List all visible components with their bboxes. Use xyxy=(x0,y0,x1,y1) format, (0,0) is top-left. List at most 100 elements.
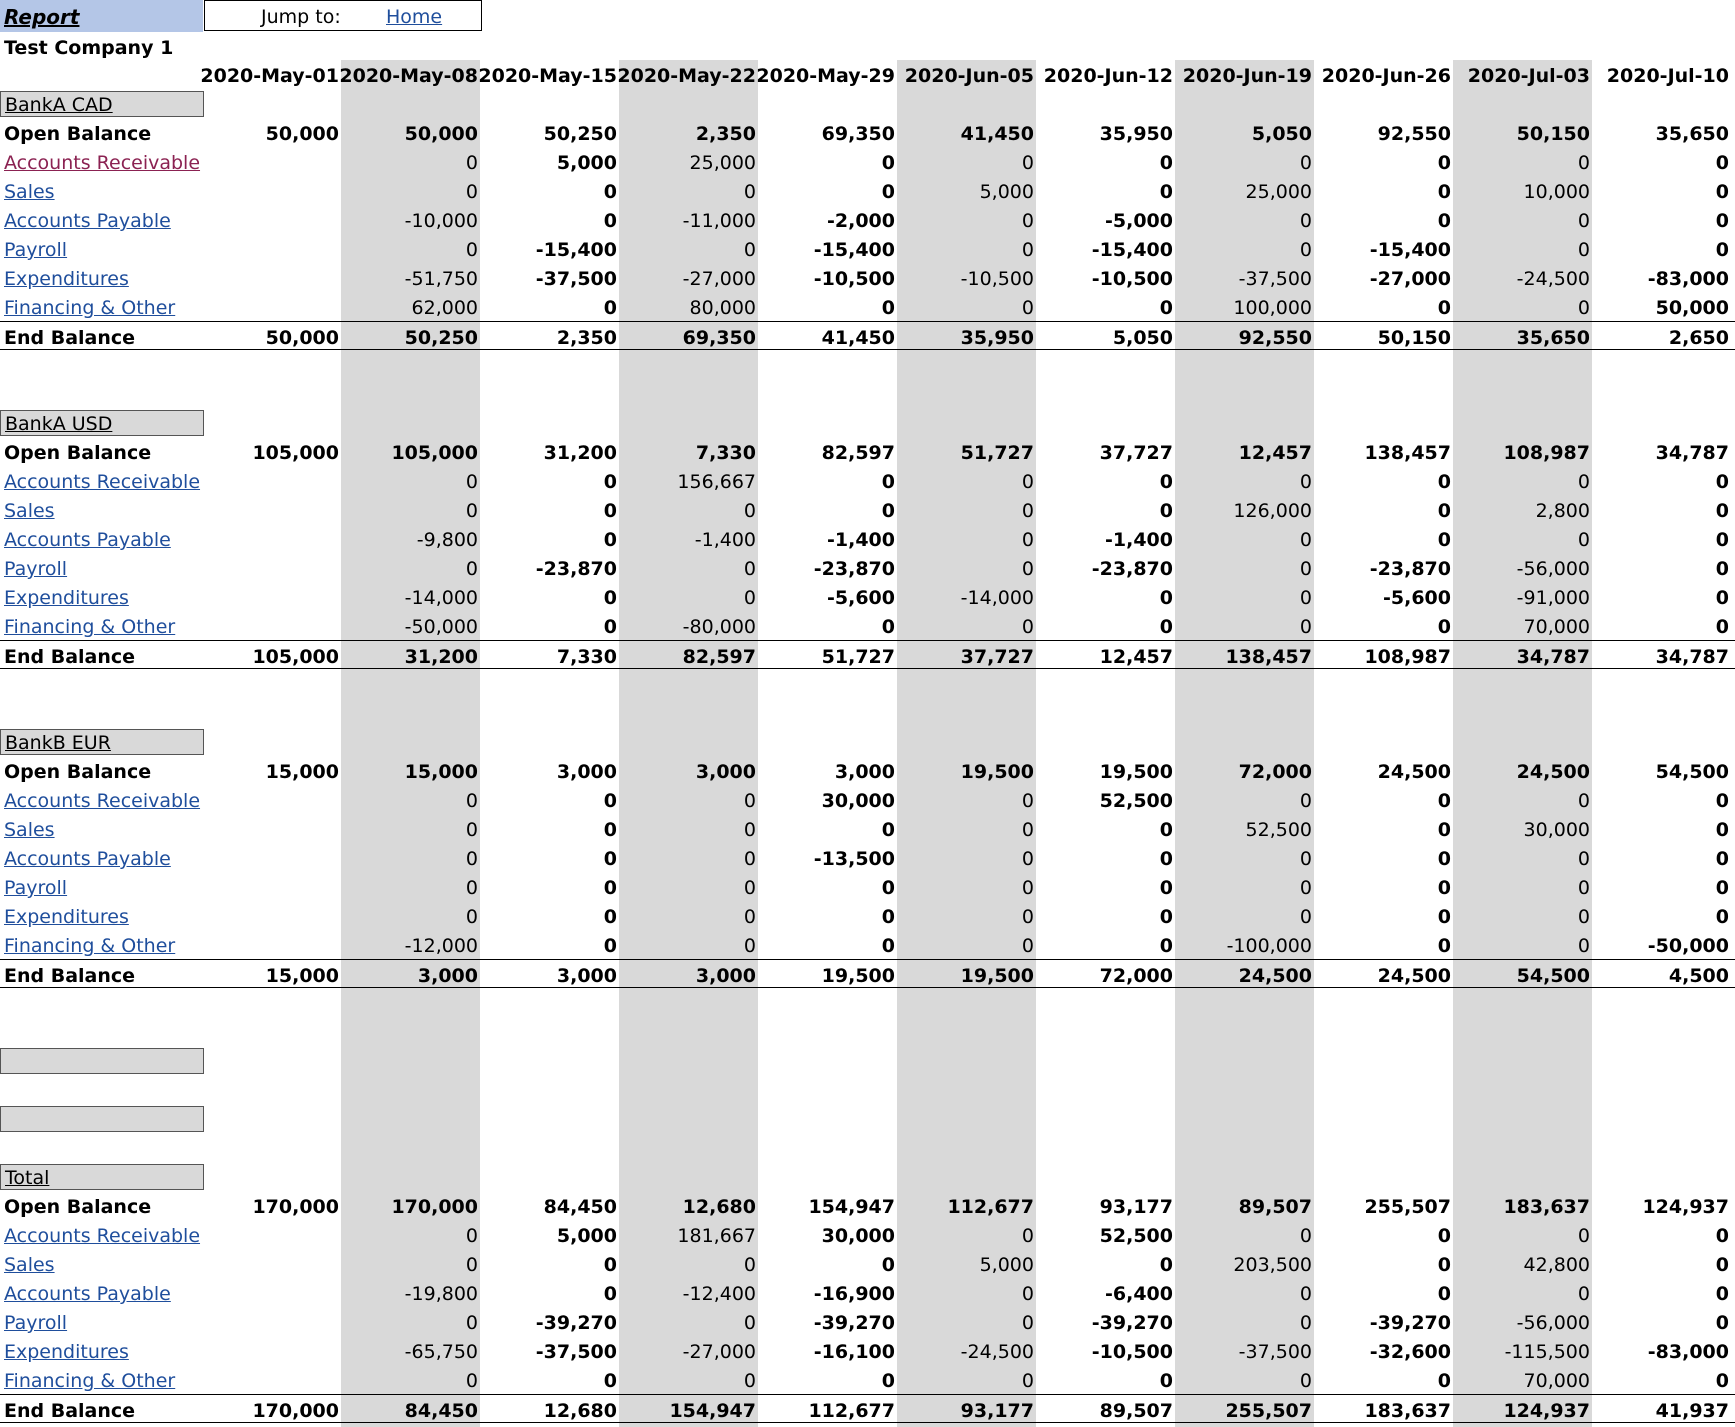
value-cell[interactable]: 3,000 xyxy=(556,965,617,987)
value-cell[interactable]: 37,727 xyxy=(960,646,1034,668)
row-label[interactable]: Payroll xyxy=(4,558,68,580)
value-cell[interactable]: 0 xyxy=(1159,906,1173,928)
value-cell[interactable]: 3,000 xyxy=(417,965,478,987)
value-cell[interactable]: -15,400 xyxy=(1091,239,1173,261)
value-cell[interactable]: 0 xyxy=(1577,790,1590,812)
value-cell[interactable]: 126,000 xyxy=(1233,500,1312,522)
value-cell[interactable]: 70,000 xyxy=(1523,616,1590,638)
value-cell[interactable]: 105,000 xyxy=(252,442,339,464)
row-label[interactable]: Sales xyxy=(4,819,55,841)
value-cell[interactable]: 181,667 xyxy=(677,1225,756,1247)
value-cell[interactable]: 0 xyxy=(465,1370,478,1392)
value-cell[interactable]: 93,177 xyxy=(960,1400,1034,1422)
value-cell[interactable]: 0 xyxy=(1299,239,1312,261)
value-cell[interactable]: -37,500 xyxy=(1238,268,1312,290)
value-cell[interactable]: 0 xyxy=(1159,500,1173,522)
value-cell[interactable]: 0 xyxy=(1577,471,1590,493)
value-cell[interactable]: 108,987 xyxy=(1503,442,1590,464)
value-cell[interactable]: 5,000 xyxy=(979,1254,1034,1276)
row-label[interactable]: Expenditures xyxy=(4,587,129,609)
date-header[interactable]: 2020-Jun-05 xyxy=(904,65,1034,87)
value-cell[interactable]: 112,677 xyxy=(808,1400,895,1422)
value-cell[interactable]: 0 xyxy=(465,152,478,174)
value-cell[interactable]: 0 xyxy=(1437,1225,1451,1247)
value-cell[interactable]: -14,000 xyxy=(960,587,1034,609)
value-cell[interactable]: 0 xyxy=(1159,1370,1173,1392)
value-cell[interactable]: 0 xyxy=(881,819,895,841)
value-cell[interactable]: 15,000 xyxy=(265,761,339,783)
value-cell[interactable]: 0 xyxy=(881,1370,895,1392)
value-cell[interactable]: 0 xyxy=(1577,1283,1590,1305)
value-cell[interactable]: 62,000 xyxy=(411,297,478,319)
value-cell[interactable]: 105,000 xyxy=(391,442,478,464)
value-cell[interactable]: 0 xyxy=(1437,471,1451,493)
value-cell[interactable]: 0 xyxy=(1437,848,1451,870)
value-cell[interactable]: 30,000 xyxy=(821,1225,895,1247)
value-cell[interactable]: 170,000 xyxy=(252,1400,339,1422)
value-cell[interactable]: 0 xyxy=(1577,848,1590,870)
value-cell[interactable]: 42,800 xyxy=(1523,1254,1590,1276)
value-cell[interactable]: 138,457 xyxy=(1225,646,1312,668)
date-header[interactable]: 2020-Jul-03 xyxy=(1467,65,1590,87)
value-cell[interactable]: 0 xyxy=(1021,848,1034,870)
value-cell[interactable]: -15,400 xyxy=(535,239,617,261)
value-cell[interactable]: 0 xyxy=(743,848,756,870)
row-label[interactable]: Accounts Receivable xyxy=(4,1225,201,1247)
value-cell[interactable]: 0 xyxy=(1299,790,1312,812)
value-cell[interactable]: 0 xyxy=(1299,529,1312,551)
value-cell[interactable]: 50,000 xyxy=(265,123,339,145)
value-cell[interactable]: 0 xyxy=(1021,819,1034,841)
value-cell[interactable]: 5,000 xyxy=(556,1225,617,1247)
value-cell[interactable]: 0 xyxy=(603,471,617,493)
value-cell[interactable]: 124,937 xyxy=(1503,1400,1590,1422)
value-cell[interactable]: 0 xyxy=(1021,500,1034,522)
row-label[interactable]: Expenditures xyxy=(4,906,129,928)
value-cell[interactable]: 19,500 xyxy=(1099,761,1173,783)
value-cell[interactable]: 7,330 xyxy=(556,646,617,668)
value-cell[interactable]: 12,457 xyxy=(1238,442,1312,464)
value-cell[interactable]: -12,000 xyxy=(404,935,478,957)
value-cell[interactable]: 15,000 xyxy=(265,965,339,987)
value-cell[interactable]: -10,000 xyxy=(404,210,478,232)
date-header[interactable]: 2020-May-22 xyxy=(617,65,756,87)
value-cell[interactable]: -27,000 xyxy=(1369,268,1451,290)
value-cell[interactable]: 0 xyxy=(743,500,756,522)
value-cell[interactable]: 50,150 xyxy=(1377,327,1451,349)
value-cell[interactable]: -10,500 xyxy=(960,268,1034,290)
value-cell[interactable]: 0 xyxy=(1577,877,1590,899)
value-cell[interactable]: 2,800 xyxy=(1535,500,1590,522)
value-cell[interactable]: 25,000 xyxy=(1245,181,1312,203)
value-cell[interactable]: 0 xyxy=(1715,587,1729,609)
value-cell[interactable]: -5,000 xyxy=(1105,210,1173,232)
row-label[interactable]: Accounts Payable xyxy=(4,848,171,870)
value-cell[interactable]: 72,000 xyxy=(1238,761,1312,783)
value-cell[interactable]: -16,100 xyxy=(813,1341,895,1363)
value-cell[interactable]: 0 xyxy=(465,500,478,522)
value-cell[interactable]: -23,870 xyxy=(813,558,895,580)
section-title-box[interactable]: Total xyxy=(0,1164,204,1190)
value-cell[interactable]: 0 xyxy=(1437,935,1451,957)
value-cell[interactable]: -23,870 xyxy=(1369,558,1451,580)
value-cell[interactable]: 50,000 xyxy=(404,123,478,145)
value-cell[interactable]: 30,000 xyxy=(1523,819,1590,841)
value-cell[interactable]: 52,500 xyxy=(1099,790,1173,812)
value-cell[interactable]: 0 xyxy=(743,877,756,899)
value-cell[interactable]: 0 xyxy=(1437,181,1451,203)
value-cell[interactable]: 0 xyxy=(1159,819,1173,841)
value-cell[interactable]: -16,900 xyxy=(813,1283,895,1305)
value-cell[interactable]: 0 xyxy=(1021,1370,1034,1392)
value-cell[interactable]: 50,250 xyxy=(543,123,617,145)
value-cell[interactable]: 5,050 xyxy=(1112,327,1173,349)
value-cell[interactable]: 35,650 xyxy=(1516,327,1590,349)
value-cell[interactable]: 0 xyxy=(1437,1254,1451,1276)
value-cell[interactable]: 0 xyxy=(465,181,478,203)
value-cell[interactable]: 24,500 xyxy=(1377,761,1451,783)
value-cell[interactable]: -39,270 xyxy=(535,1312,617,1334)
value-cell[interactable]: 0 xyxy=(1021,529,1034,551)
value-cell[interactable]: 84,450 xyxy=(543,1196,617,1218)
value-cell[interactable]: 255,507 xyxy=(1225,1400,1312,1422)
value-cell[interactable]: 3,000 xyxy=(556,761,617,783)
value-cell[interactable]: 50,150 xyxy=(1516,123,1590,145)
value-cell[interactable]: 0 xyxy=(1159,297,1173,319)
value-cell[interactable]: 0 xyxy=(1299,1283,1312,1305)
